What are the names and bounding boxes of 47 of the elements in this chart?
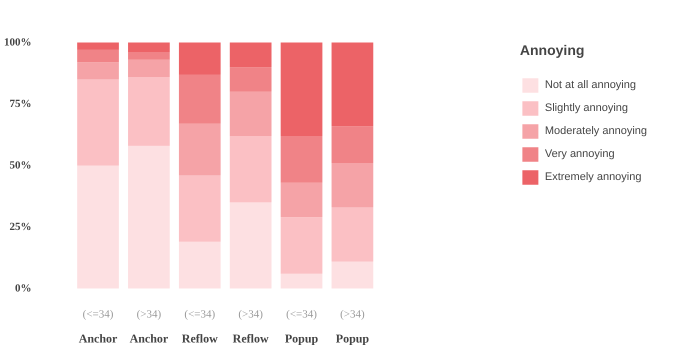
bar [230,67,272,92]
y-tick-label: 100% [4,36,32,48]
legend-title: Annoying [520,42,586,58]
bar [178,74,221,124]
bar [280,274,322,288]
bar [230,202,272,288]
bar [128,76,170,146]
category-label: (>34) Anchor [130,308,168,346]
bar [128,52,170,60]
bar [178,124,221,176]
bar [77,42,119,50]
y-tick-label: 75% [10,98,32,110]
y-tick-label: 0% [15,282,32,294]
bar [230,92,272,136]
category-label: (>34) Popup [336,308,370,346]
legend-label: Extremely annoying [544,171,642,183]
bar [178,175,221,242]
bar [178,42,221,74]
legend-label: Moderately annoying [544,125,647,137]
bar [332,207,374,262]
legend-label: Slightly annoying [544,102,628,114]
bar [128,60,170,77]
bar [77,79,119,166]
category-label: (<=34) Anchor [78,308,118,346]
bar [77,62,119,80]
bar [128,146,170,288]
bar [332,163,374,208]
bar [178,242,221,288]
bar [230,136,272,202]
bar [230,42,272,68]
bar [77,50,119,62]
bar [280,42,322,136]
y-tick-label: 25% [10,221,32,233]
category-label: (<=34) Reflow [182,308,218,346]
bar [280,182,322,218]
bar [77,166,119,288]
bar [332,126,374,164]
category-label: (<=34) Popup [284,308,318,346]
category-label: (>34) Reflow [232,308,269,346]
y-tick-label: 50% [10,160,32,172]
bar [332,261,374,288]
bar [332,42,374,126]
bar [280,136,322,183]
legend-label: Very annoying [544,148,615,160]
bar [280,217,322,274]
bar [128,42,170,52]
legend-label: Not at all annoying [544,79,636,91]
